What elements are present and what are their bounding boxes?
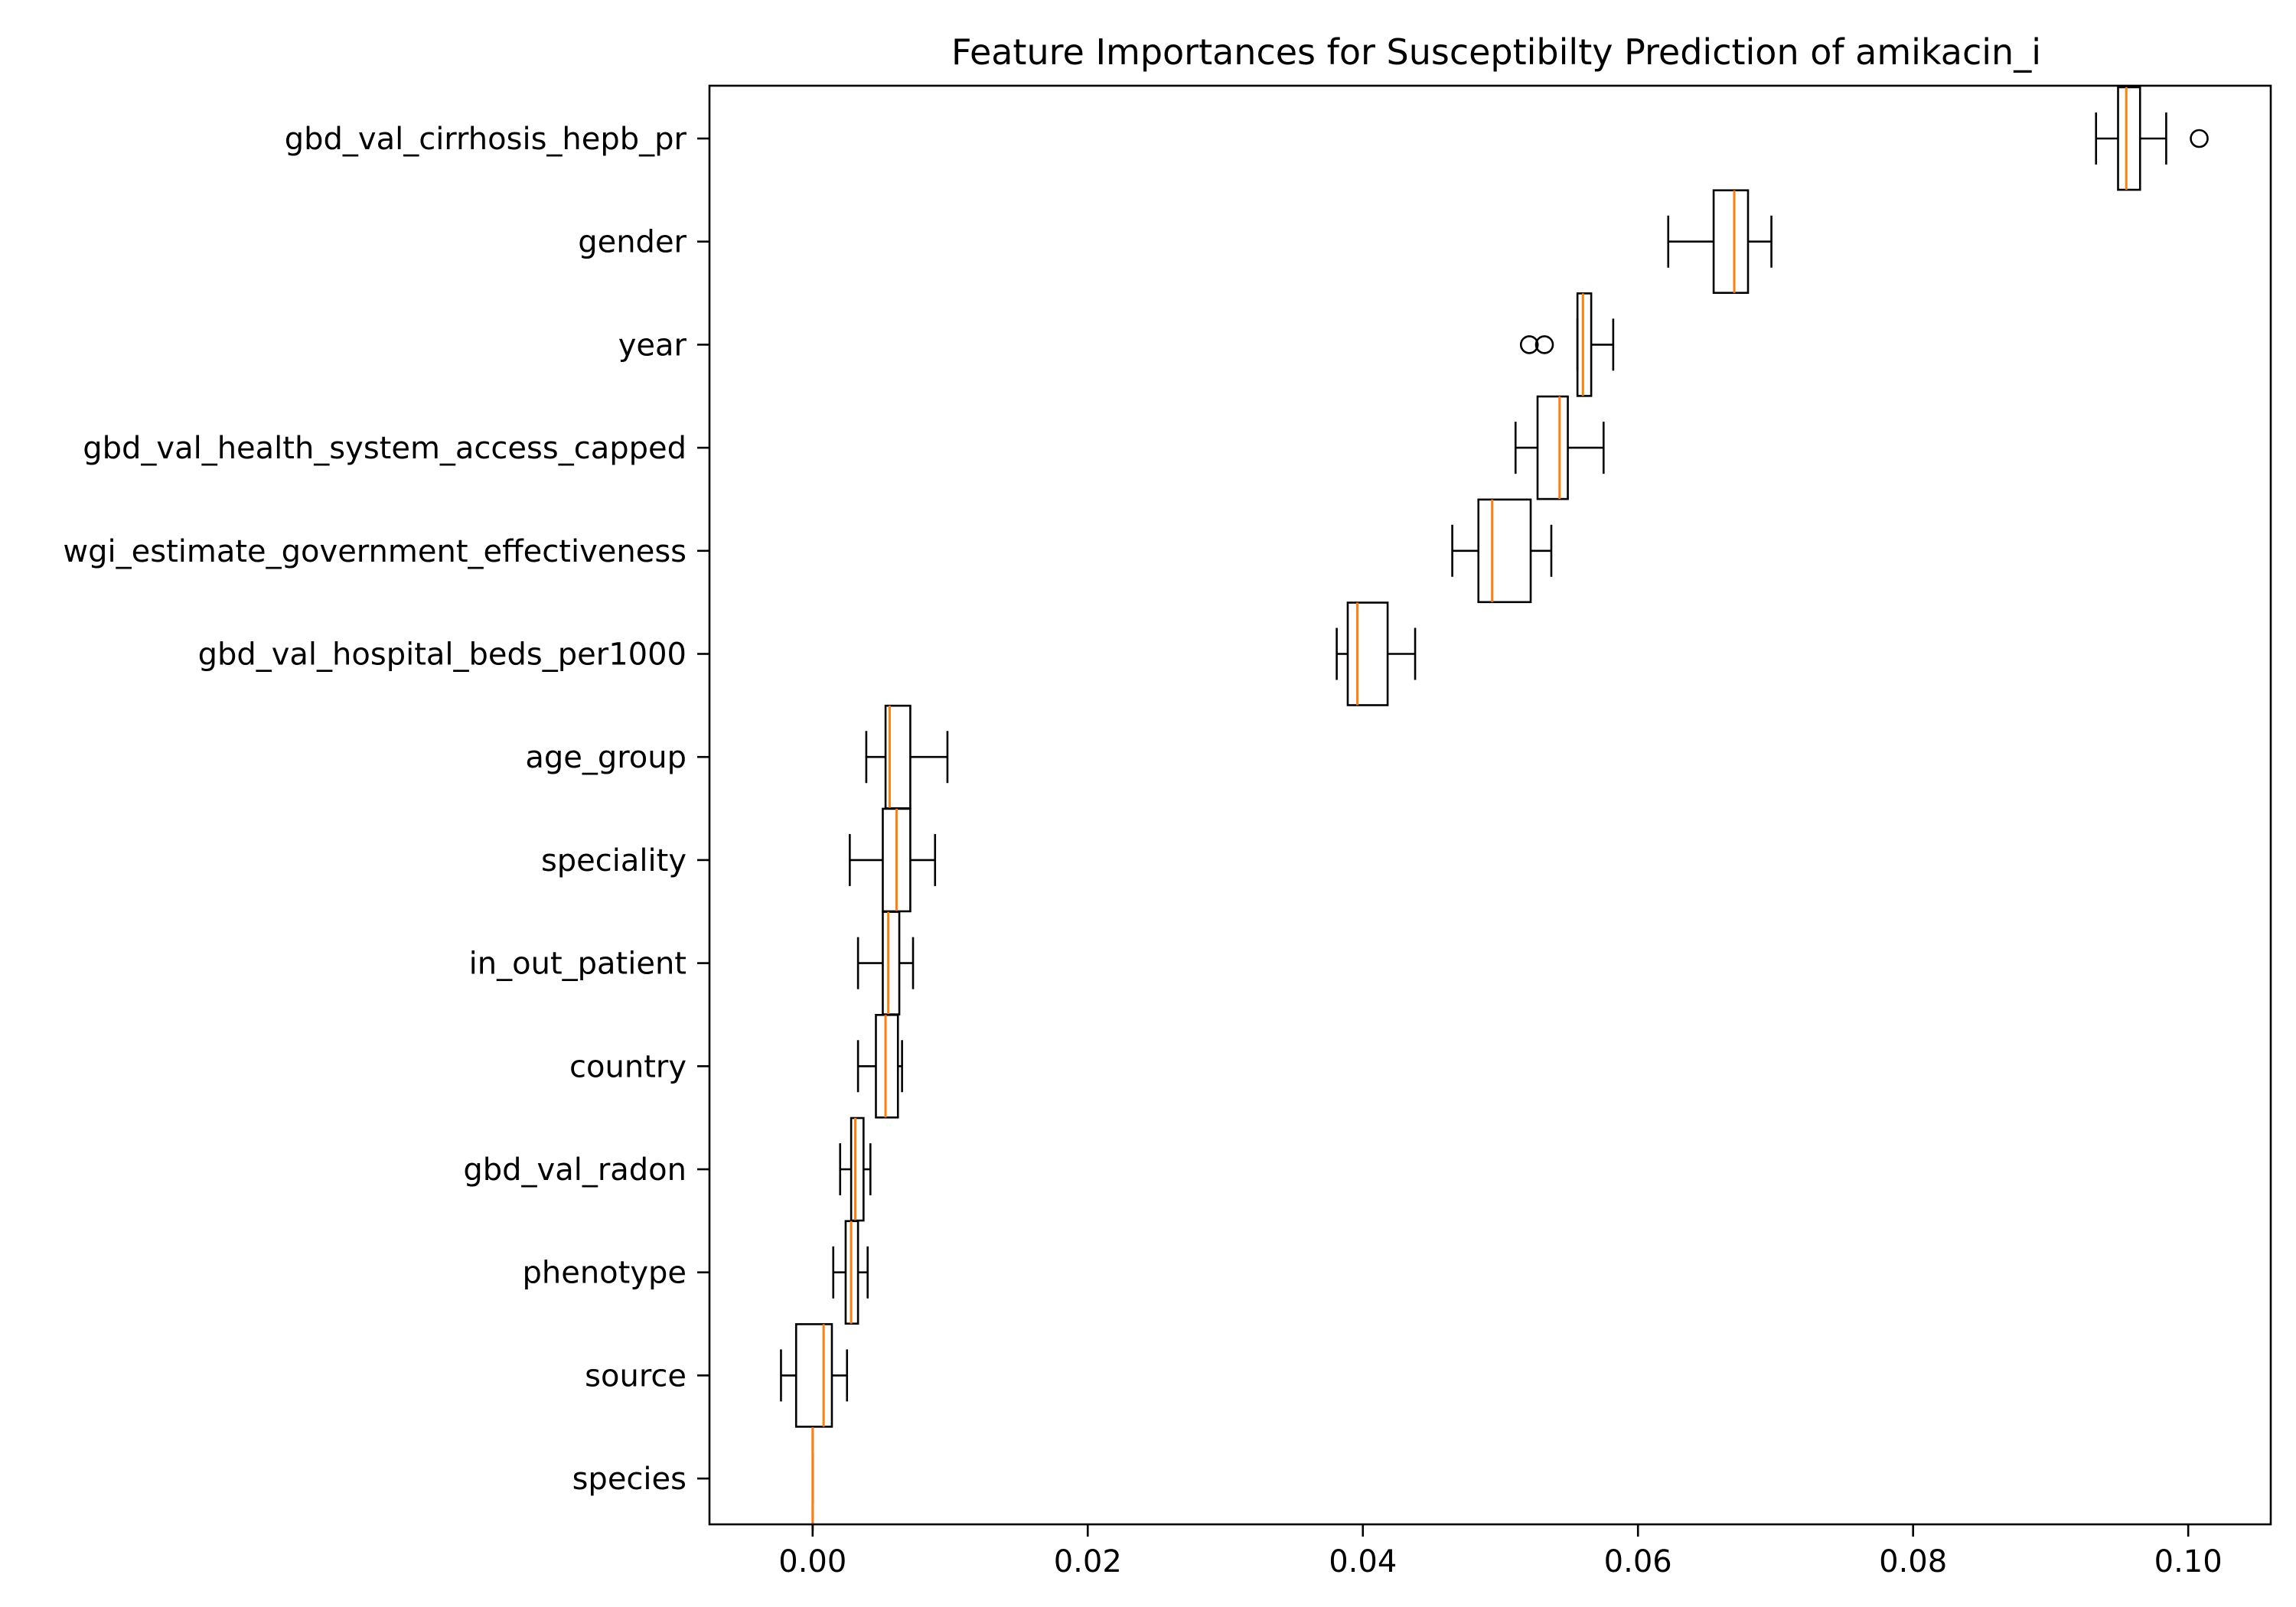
ytick-label: gender	[578, 225, 687, 260]
iqr-box	[2117, 86, 2141, 191]
box-gbd_val_hospital_beds_per1000	[1336, 601, 1417, 706]
box-age_group	[865, 704, 949, 810]
plot-area	[780, 86, 2209, 1531]
iqr-box	[1536, 395, 1569, 500]
ytick-label: gbd_val_radon	[463, 1152, 687, 1188]
outlier-point	[2190, 129, 2209, 148]
ytick-label: country	[569, 1049, 687, 1084]
xtick-label: 0.02	[1054, 1544, 1122, 1579]
ytick-label: year	[618, 328, 687, 363]
xtick-label: 0.00	[778, 1544, 846, 1579]
box-wgi_estimate_government_effectiveness	[1451, 498, 1553, 604]
ytick-label: speciality	[541, 843, 687, 878]
iqr-box	[1712, 189, 1750, 294]
ytick-label: gbd_val_hospital_beds_per1000	[198, 637, 687, 673]
ytick-label: source	[585, 1358, 687, 1393]
ytick-label: gbd_val_health_system_access_capped	[83, 431, 687, 466]
xtick-label: 0.10	[2154, 1544, 2223, 1579]
ytick-label: in_out_patient	[469, 947, 687, 982]
outlier-point	[1519, 335, 1539, 354]
outlier-point	[1534, 335, 1554, 354]
xtick-label: 0.04	[1329, 1544, 1397, 1579]
ytick-label: gbd_val_cirrhosis_hepb_pr	[285, 122, 687, 157]
box-source	[780, 1323, 849, 1428]
iqr-box	[1576, 292, 1593, 397]
iqr-box	[1477, 498, 1532, 604]
ytick-label: species	[572, 1462, 687, 1497]
box-gbd_val_health_system_access_capped	[1514, 395, 1605, 500]
box-gbd_val_cirrhosis_hepb_pr	[2095, 86, 2209, 191]
box-country	[856, 1014, 903, 1119]
box-year	[1519, 292, 1615, 397]
plot-frame	[708, 84, 2272, 1526]
xtick-label: 0.06	[1604, 1544, 1672, 1579]
iqr-box	[875, 1014, 899, 1119]
box-gender	[1667, 189, 1773, 294]
x-axis: 0.00 0.02 0.04 0.06 0.08 0.10	[778, 1524, 2223, 1579]
ytick-label: phenotype	[522, 1256, 687, 1291]
xtick-label: 0.08	[1879, 1544, 1947, 1579]
ytick-label: wgi_estimate_government_effectiveness	[63, 534, 687, 569]
iqr-box	[1346, 601, 1389, 706]
ytick-label: age_group	[525, 740, 687, 775]
chart-title: Feature Importances for Susceptibilty Pr…	[951, 31, 2041, 73]
box-phenotype	[832, 1220, 869, 1325]
iqr-box	[794, 1323, 833, 1428]
